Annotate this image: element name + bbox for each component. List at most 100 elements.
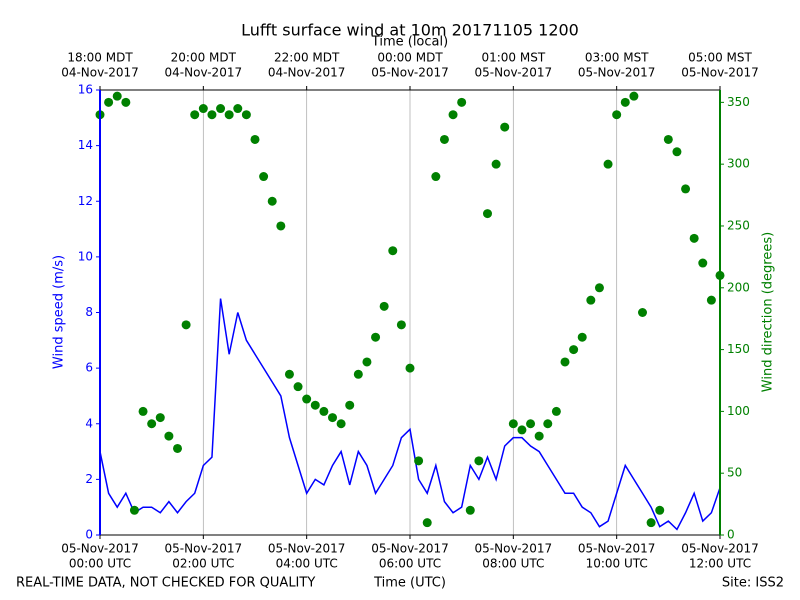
direction-point [164, 431, 174, 441]
x-tick-label: 08:00 UTC [482, 557, 544, 571]
x-tick-label: 00:00 UTC [69, 557, 131, 571]
direction-point [284, 369, 294, 379]
x-tick-label: 06:00 UTC [379, 557, 441, 571]
y2-axis-label: Wind direction (degrees) [761, 232, 776, 392]
direction-point [560, 357, 570, 367]
direction-point [517, 425, 527, 435]
x2-tick-label: 05:00 MST [688, 51, 752, 65]
direction-point [190, 110, 200, 120]
direction-point [302, 394, 312, 404]
direction-point [336, 419, 346, 429]
x-tick-label: 05-Nov-2017 [268, 542, 346, 556]
direction-point [328, 413, 337, 423]
direction-point [646, 518, 656, 528]
direction-point [233, 104, 243, 114]
note-left: REAL-TIME DATA, NOT CHECKED FOR QUALITY [16, 576, 315, 591]
x-tick-label: 05-Nov-2017 [681, 542, 759, 556]
direction-point [577, 332, 587, 342]
direction-point [293, 382, 303, 392]
y-tick-label: 16 [78, 83, 93, 97]
direction-point [663, 134, 673, 144]
direction-point [371, 332, 381, 342]
y2-tick-label: 200 [727, 280, 750, 294]
x2-tick-label: 05-Nov-2017 [578, 66, 656, 80]
x-tick-label: 04:00 UTC [276, 557, 338, 571]
direction-point [483, 209, 492, 219]
direction-point [414, 456, 424, 466]
x-tick-label: 05-Nov-2017 [165, 542, 243, 556]
y-tick-label: 14 [78, 138, 93, 152]
y-tick-label: 8 [85, 305, 93, 319]
x-tick-label: 05-Nov-2017 [578, 542, 656, 556]
direction-point [603, 159, 613, 169]
direction-point [655, 505, 665, 515]
direction-point [620, 97, 630, 107]
direction-point [112, 91, 122, 101]
x2-tick-label: 04-Nov-2017 [165, 66, 243, 80]
y2-tick-label: 350 [727, 95, 750, 109]
note-right: Site: ISS2 [722, 576, 784, 591]
x2-tick-label: 18:00 MDT [67, 51, 133, 65]
direction-point [526, 419, 536, 429]
x2-tick-label: 20:00 MDT [171, 51, 237, 65]
speed-line [99, 298, 721, 531]
y-tick-label: 2 [85, 472, 93, 486]
x2-tick-label: 00:00 MDT [377, 51, 443, 65]
direction-point [672, 147, 682, 157]
direction-point [689, 233, 699, 243]
y-tick-label: 0 [85, 528, 93, 542]
x-tick-label: 10:00 UTC [586, 557, 648, 571]
direction-point [121, 97, 131, 107]
direction-point [681, 184, 691, 194]
direction-point [508, 419, 518, 429]
x2-tick-label: 05-Nov-2017 [681, 66, 759, 80]
direction-point [706, 295, 716, 305]
direction-point [586, 295, 596, 305]
x-tick-label: 02:00 UTC [172, 557, 234, 571]
direction-point [638, 308, 647, 317]
direction-point [198, 104, 208, 114]
y-axis-label: Wind speed (m/s) [52, 255, 67, 369]
direction-point [465, 505, 475, 515]
direction-point [431, 172, 441, 182]
x2-tick-label: 05-Nov-2017 [371, 66, 449, 80]
y2-tick-label: 0 [727, 528, 735, 542]
direction-point [388, 246, 398, 256]
direction-point [353, 369, 363, 379]
direction-point [181, 320, 191, 330]
x2-tick-label: 22:00 MDT [274, 51, 340, 65]
x-tick-label: 12:00 UTC [689, 557, 751, 571]
direction-point [362, 357, 372, 367]
direction-point [276, 221, 286, 231]
direction-point [491, 159, 501, 169]
direction-point [155, 413, 165, 423]
direction-point [207, 110, 217, 120]
direction-point [147, 419, 157, 429]
direction-point [534, 431, 544, 441]
direction-point [267, 196, 277, 206]
direction-point [500, 122, 510, 132]
direction-point [698, 258, 708, 268]
direction-point [612, 110, 622, 120]
y-tick-label: 12 [78, 194, 93, 208]
chart-title: Lufft surface wind at 10m 20171105 1200 [241, 21, 579, 40]
direction-point [396, 320, 406, 330]
direction-point [629, 91, 639, 101]
x2-tick-label: 05-Nov-2017 [475, 66, 553, 80]
direction-point [224, 110, 234, 120]
y2-tick-label: 50 [727, 466, 742, 480]
direction-point [569, 345, 579, 355]
direction-point [448, 110, 458, 120]
y2-tick-label: 300 [727, 157, 750, 171]
direction-point [173, 443, 182, 453]
y2-tick-label: 100 [727, 404, 750, 418]
direction-point [129, 505, 139, 515]
direction-point [405, 363, 415, 373]
y-tick-label: 4 [85, 416, 93, 430]
direction-point [259, 172, 269, 182]
direction-point [379, 301, 389, 311]
x-axis-label: Time (UTC) [373, 576, 446, 591]
direction-point [241, 110, 251, 120]
